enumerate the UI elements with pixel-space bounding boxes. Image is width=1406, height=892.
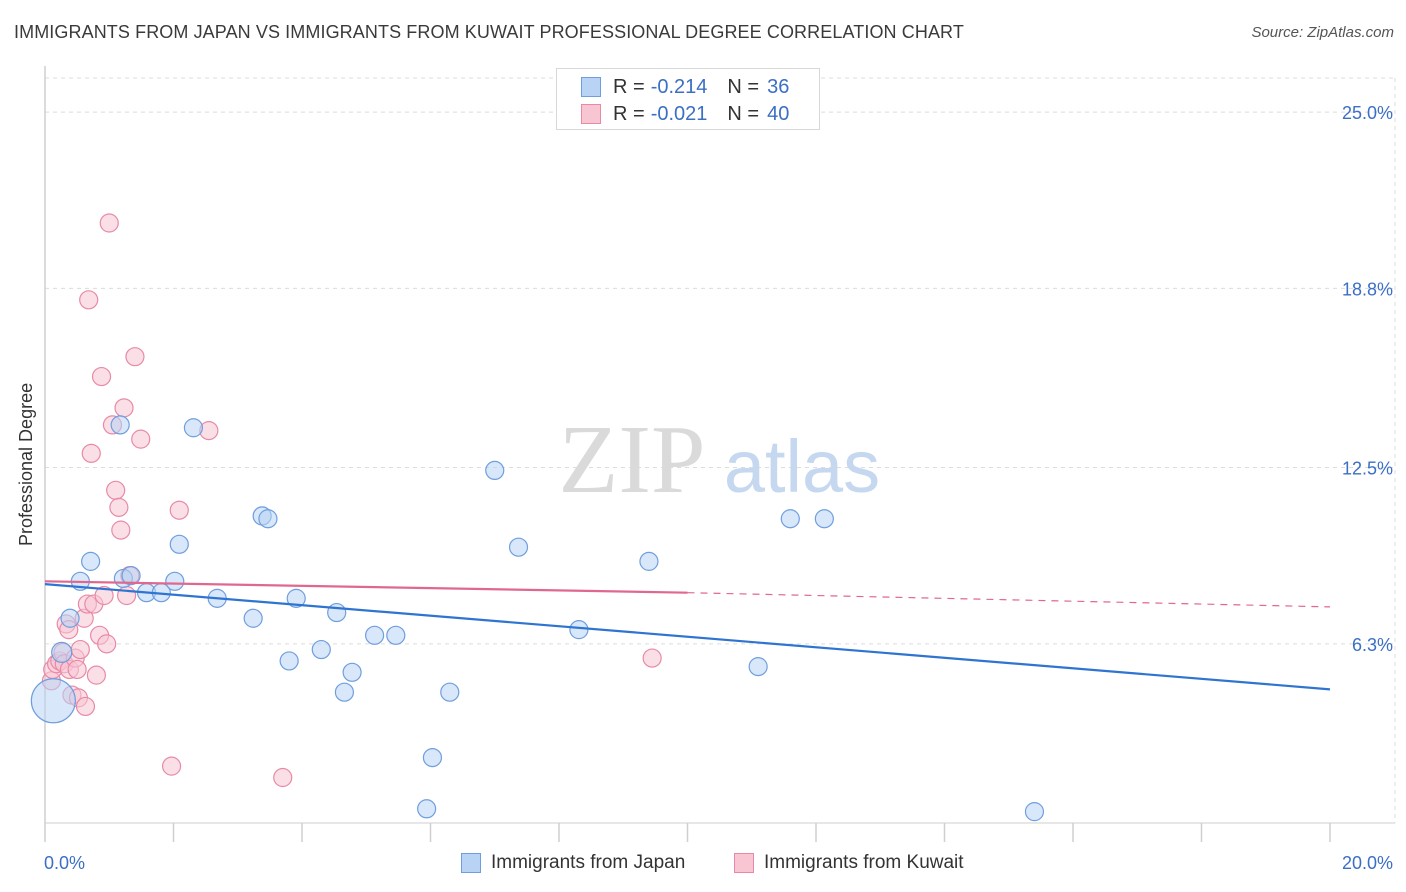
kuwait-point [81,443,101,463]
y-tick-label: 12.5% [1342,459,1393,479]
watermark: ZIP atlas [559,406,881,514]
axes [44,66,1395,842]
data-points [30,213,1045,822]
japan-point [279,651,299,671]
japan-point [183,418,204,438]
japan-n-label: N = [727,75,760,98]
japan-point [169,534,189,554]
legend-row-kuwait: R = -0.021 N = 40 [581,102,789,126]
japan-point [258,509,278,529]
kuwait-point [91,366,112,387]
japan-point [165,571,185,591]
japan-point [365,625,385,645]
kuwait-point [67,659,87,680]
japan-r-value: -0.214 [650,75,708,98]
japan-point [780,509,800,529]
japan-point [311,639,331,660]
legend-item-japan: Immigrants from Japan [461,852,685,874]
source-credit: Source: ZipAtlas.com [1251,24,1394,41]
kuwait-point [109,497,129,517]
grid-lines [45,77,1396,823]
japan-point [110,415,130,435]
kuwait-point [79,290,99,310]
kuwait-legend-swatch [734,853,754,873]
x-tick-label: 20.0% [1342,853,1393,873]
japan-point [30,678,76,724]
japan-point [334,682,355,702]
japan-point [386,625,406,645]
watermark-atlas: atlas [724,425,880,508]
kuwait-r-value: -0.021 [650,102,708,125]
japan-legend-label: Immigrants from Japan [491,852,686,873]
kuwait-point [106,480,126,500]
japan-point [748,657,768,677]
japan-point [121,566,141,586]
kuwait-r-label: R = [613,102,645,125]
y-tick-label: 25.0% [1342,103,1393,123]
japan-swatch [581,77,601,97]
y-tick-label: 6.3% [1352,635,1393,655]
trend-lines [44,580,1331,691]
kuwait-point [169,500,189,520]
kuwait-point [125,347,145,367]
kuwait-swatch [581,104,601,124]
japan-point [1024,802,1045,822]
chart-title: IMMIGRANTS FROM JAPAN VS IMMIGRANTS FROM… [14,22,964,42]
kuwait-point [273,767,293,788]
japan-point [243,608,263,628]
japan-point [814,509,834,529]
kuwait-point [111,520,131,540]
japan-point [81,551,101,571]
kuwait-point [114,398,134,418]
japan-r-label: R = [613,75,645,98]
japan-point [60,608,80,628]
legend-item-kuwait: Immigrants from Kuwait [734,852,964,874]
kuwait-point [97,634,117,654]
japan-n-value: 36 [767,75,790,98]
japan-legend-swatch [461,853,481,873]
japan-point [485,460,505,481]
japan-point [327,602,347,623]
x-tick-label: 0.0% [44,853,85,873]
y-axis-title: Professional Degree [16,382,36,546]
kuwait-trend-extension [687,592,1331,608]
japan-point [342,662,362,682]
kuwait-point [161,756,182,776]
kuwait-n-value: 40 [767,102,790,125]
kuwait-legend-label: Immigrants from Kuwait [764,852,964,873]
japan-point [639,551,659,571]
kuwait-point [642,648,662,668]
kuwait-point [70,639,90,660]
kuwait-point [131,429,151,449]
japan-point [569,620,589,640]
japan-point [440,682,460,702]
japan-point [51,641,73,663]
kuwait-n-label: N = [727,102,760,125]
tick-labels: 6.3% 12.5% 18.8% 25.0% 0.0% 20.0% [44,103,1393,873]
kuwait-trend-line [44,580,688,594]
kuwait-point [75,696,96,717]
kuwait-point [99,213,119,233]
legend-row-japan: R = -0.214 N = 36 [581,75,789,99]
watermark-zip: ZIP [559,406,706,514]
series-legend: Immigrants from Japan Immigrants from Ku… [0,852,1406,878]
kuwait-point [86,665,107,685]
japan-point [508,537,529,557]
japan-point [417,799,437,819]
japan-trend-line [44,583,1331,691]
correlation-legend: R = -0.214 N = 36 R = -0.021 N = 40 [556,68,820,130]
japan-point [422,747,443,768]
y-tick-label: 18.8% [1342,279,1393,299]
kuwait-point [94,585,114,606]
japan-point [286,588,306,608]
